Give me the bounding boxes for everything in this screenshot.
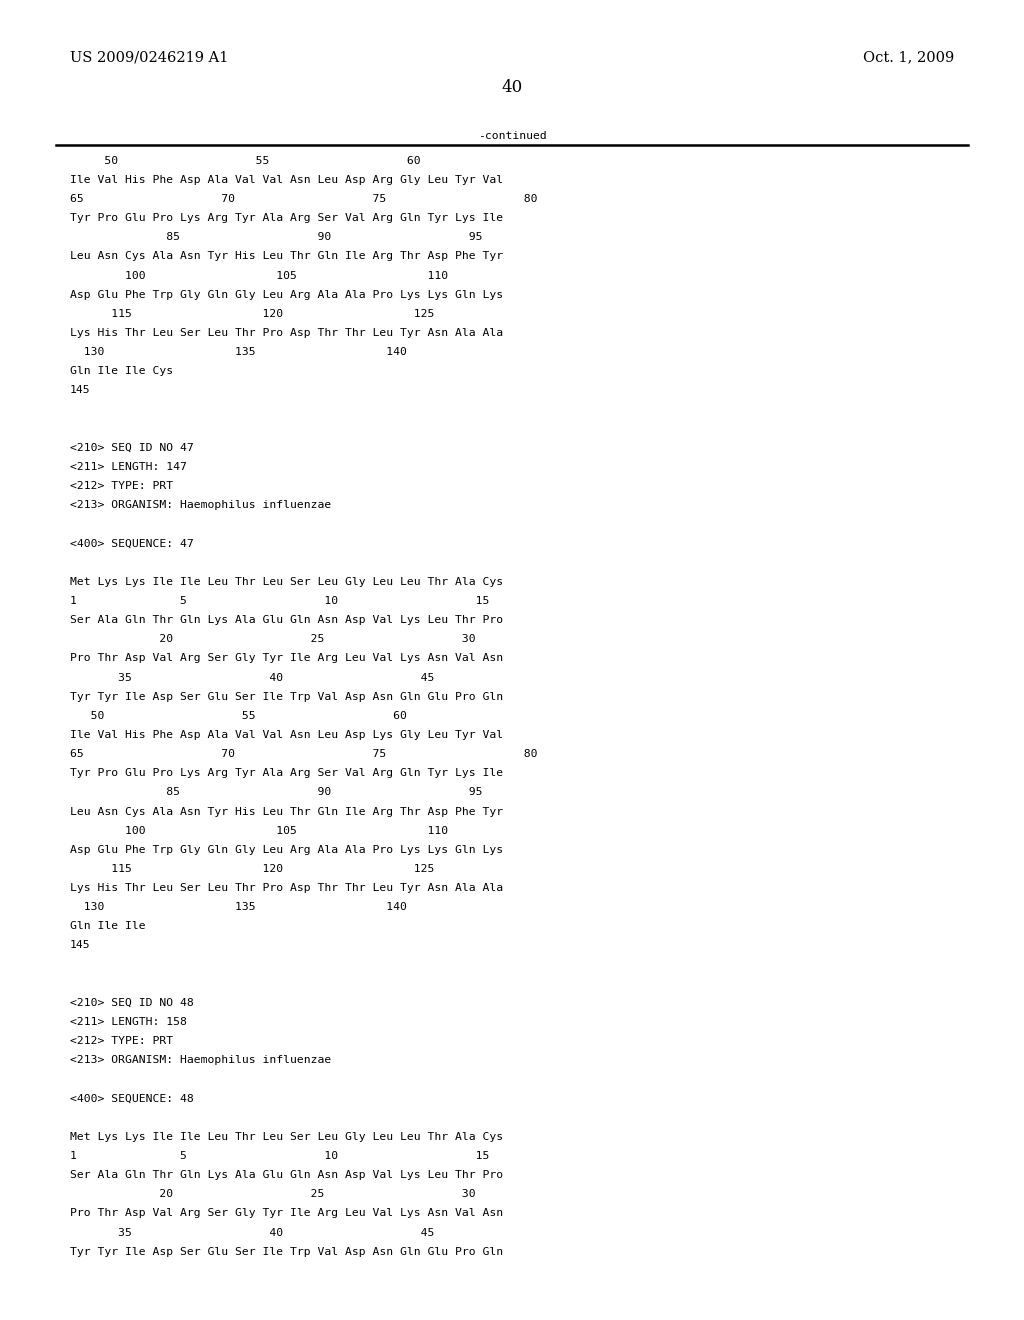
Text: 100                   105                   110: 100 105 110 [70,271,447,281]
Text: <211> LENGTH: 158: <211> LENGTH: 158 [70,1018,186,1027]
Text: Asp Glu Phe Trp Gly Gln Gly Leu Arg Ala Ala Pro Lys Lys Gln Lys: Asp Glu Phe Trp Gly Gln Gly Leu Arg Ala … [70,290,503,300]
Text: Tyr Pro Glu Pro Lys Arg Tyr Ala Arg Ser Val Arg Gln Tyr Lys Ile: Tyr Pro Glu Pro Lys Arg Tyr Ala Arg Ser … [70,768,503,779]
Text: 115                   120                   125: 115 120 125 [70,863,434,874]
Text: 130                   135                   140: 130 135 140 [70,347,407,358]
Text: <213> ORGANISM: Haemophilus influenzae: <213> ORGANISM: Haemophilus influenzae [70,1056,331,1065]
Text: Ile Val His Phe Asp Ala Val Val Asn Leu Asp Lys Gly Leu Tyr Val: Ile Val His Phe Asp Ala Val Val Asn Leu … [70,730,503,741]
Text: <400> SEQUENCE: 48: <400> SEQUENCE: 48 [70,1093,194,1104]
Text: 50                    55                    60: 50 55 60 [70,156,420,166]
Text: <211> LENGTH: 147: <211> LENGTH: 147 [70,462,186,473]
Text: Met Lys Lys Ile Ile Leu Thr Leu Ser Leu Gly Leu Leu Thr Ala Cys: Met Lys Lys Ile Ile Leu Thr Leu Ser Leu … [70,577,503,587]
Text: Ser Ala Gln Thr Gln Lys Ala Glu Gln Asn Asp Val Lys Leu Thr Pro: Ser Ala Gln Thr Gln Lys Ala Glu Gln Asn … [70,615,503,626]
Text: Asp Glu Phe Trp Gly Gln Gly Leu Arg Ala Ala Pro Lys Lys Gln Lys: Asp Glu Phe Trp Gly Gln Gly Leu Arg Ala … [70,845,503,855]
Text: 85                    90                    95: 85 90 95 [70,787,482,797]
Text: 115                   120                   125: 115 120 125 [70,309,434,319]
Text: 100                   105                   110: 100 105 110 [70,826,447,836]
Text: <210> SEQ ID NO 47: <210> SEQ ID NO 47 [70,444,194,453]
Text: Leu Asn Cys Ala Asn Tyr His Leu Thr Gln Ile Arg Thr Asp Phe Tyr: Leu Asn Cys Ala Asn Tyr His Leu Thr Gln … [70,251,503,261]
Text: Tyr Tyr Ile Asp Ser Glu Ser Ile Trp Val Asp Asn Gln Glu Pro Gln: Tyr Tyr Ile Asp Ser Glu Ser Ile Trp Val … [70,1246,503,1257]
Text: 20                    25                    30: 20 25 30 [70,635,475,644]
Text: 1               5                    10                    15: 1 5 10 15 [70,597,489,606]
Text: Leu Asn Cys Ala Asn Tyr His Leu Thr Gln Ile Arg Thr Asp Phe Tyr: Leu Asn Cys Ala Asn Tyr His Leu Thr Gln … [70,807,503,817]
Text: Ile Val His Phe Asp Ala Val Val Asn Leu Asp Arg Gly Leu Tyr Val: Ile Val His Phe Asp Ala Val Val Asn Leu … [70,174,503,185]
Text: 40: 40 [502,79,522,96]
Text: 35                    40                    45: 35 40 45 [70,672,434,682]
Text: <210> SEQ ID NO 48: <210> SEQ ID NO 48 [70,998,194,1008]
Text: US 2009/0246219 A1: US 2009/0246219 A1 [70,50,228,65]
Text: Gln Ile Ile Cys: Gln Ile Ile Cys [70,366,173,376]
Text: 130                   135                   140: 130 135 140 [70,903,407,912]
Text: -continued: -continued [477,131,547,141]
Text: Tyr Tyr Ile Asp Ser Glu Ser Ile Trp Val Asp Asn Gln Glu Pro Gln: Tyr Tyr Ile Asp Ser Glu Ser Ile Trp Val … [70,692,503,702]
Text: Gln Ile Ile: Gln Ile Ile [70,921,145,932]
Text: <213> ORGANISM: Haemophilus influenzae: <213> ORGANISM: Haemophilus influenzae [70,500,331,511]
Text: <400> SEQUENCE: 47: <400> SEQUENCE: 47 [70,539,194,549]
Text: 145: 145 [70,385,90,396]
Text: Tyr Pro Glu Pro Lys Arg Tyr Ala Arg Ser Val Arg Gln Tyr Lys Ile: Tyr Pro Glu Pro Lys Arg Tyr Ala Arg Ser … [70,214,503,223]
Text: Lys His Thr Leu Ser Leu Thr Pro Asp Thr Thr Leu Tyr Asn Ala Ala: Lys His Thr Leu Ser Leu Thr Pro Asp Thr … [70,327,503,338]
Text: Oct. 1, 2009: Oct. 1, 2009 [863,50,954,65]
Text: Pro Thr Asp Val Arg Ser Gly Tyr Ile Arg Leu Val Lys Asn Val Asn: Pro Thr Asp Val Arg Ser Gly Tyr Ile Arg … [70,653,503,664]
Text: 85                    90                    95: 85 90 95 [70,232,482,243]
Text: Ser Ala Gln Thr Gln Lys Ala Glu Gln Asn Asp Val Lys Leu Thr Pro: Ser Ala Gln Thr Gln Lys Ala Glu Gln Asn … [70,1171,503,1180]
Text: 20                    25                    30: 20 25 30 [70,1189,475,1200]
Text: 35                    40                    45: 35 40 45 [70,1228,434,1238]
Text: Met Lys Lys Ile Ile Leu Thr Leu Ser Leu Gly Leu Leu Thr Ala Cys: Met Lys Lys Ile Ile Leu Thr Leu Ser Leu … [70,1133,503,1142]
Text: Pro Thr Asp Val Arg Ser Gly Tyr Ile Arg Leu Val Lys Asn Val Asn: Pro Thr Asp Val Arg Ser Gly Tyr Ile Arg … [70,1209,503,1218]
Text: <212> TYPE: PRT: <212> TYPE: PRT [70,1036,173,1047]
Text: 145: 145 [70,940,90,950]
Text: 1               5                    10                    15: 1 5 10 15 [70,1151,489,1162]
Text: <212> TYPE: PRT: <212> TYPE: PRT [70,482,173,491]
Text: Lys His Thr Leu Ser Leu Thr Pro Asp Thr Thr Leu Tyr Asn Ala Ala: Lys His Thr Leu Ser Leu Thr Pro Asp Thr … [70,883,503,894]
Text: 65                    70                    75                    80: 65 70 75 80 [70,194,538,205]
Text: 65                    70                    75                    80: 65 70 75 80 [70,750,538,759]
Text: 50                    55                    60: 50 55 60 [70,710,407,721]
